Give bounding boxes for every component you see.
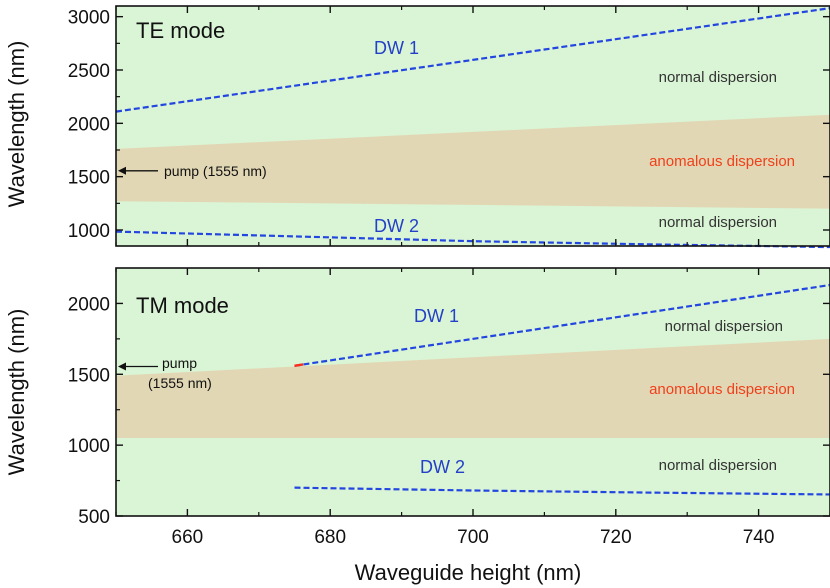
- y-tick-label: 2500: [68, 61, 110, 82]
- anomalous-dispersion-band: [116, 114, 830, 209]
- dw1-curve: [115, 7, 830, 113]
- y-axis-ticks: 500 1000 1500 2000: [68, 294, 830, 528]
- y-axis-ticks: 1000 1500 2000 2500 3000: [68, 8, 830, 242]
- y-tick-label: 2000: [68, 114, 110, 135]
- x-tick-label: 700: [457, 527, 489, 548]
- normal-dispersion-label-upper: normal dispersion: [665, 318, 783, 335]
- y-tick-label: 3000: [68, 8, 110, 29]
- dw1-label: DW 1: [414, 306, 459, 326]
- y-tick-label: 1000: [68, 436, 110, 457]
- dw2-label: DW 2: [374, 216, 419, 236]
- dw1-curve: [294, 283, 830, 367]
- pump-arrow: [118, 166, 158, 175]
- dw2-curve: [294, 486, 830, 496]
- pump-arrow-head: [118, 166, 126, 175]
- y-axis-label: Wavelength (nm): [4, 41, 29, 208]
- y-tick-label: 2000: [68, 294, 110, 315]
- panel-title: TM mode: [136, 293, 229, 318]
- anomalous-dispersion-band: [116, 338, 830, 439]
- x-tick-label: 660: [172, 527, 204, 548]
- x-tick-label: 720: [600, 527, 632, 548]
- pump-label: pump (1555 nm): [164, 163, 267, 179]
- y-tick-label: 1500: [68, 168, 110, 189]
- te-mode-panel: 1000 1500 2000 2500 3000 TE mode DW 1 DW 2 n…: [68, 5, 830, 249]
- x-axis-ticks: [115, 6, 830, 246]
- anomalous-dispersion-label: anomalous dispersion: [649, 153, 795, 170]
- x-tick-label: 680: [314, 527, 346, 548]
- dw2-label: DW 2: [420, 457, 465, 477]
- normal-dispersion-label-lower: normal dispersion: [659, 457, 777, 474]
- x-tick-label: 740: [743, 527, 775, 548]
- y-tick-label: 500: [78, 507, 110, 528]
- normal-dispersion-label-lower: normal dispersion: [659, 214, 777, 231]
- x-axis-ticks: 660 680 700 720 740: [115, 268, 830, 548]
- pump-wavelength-label: (1555 nm): [148, 375, 212, 391]
- y-tick-label: 1000: [68, 221, 110, 242]
- y-axis-label: Wavelength (nm): [4, 309, 29, 476]
- pump-label: pump: [162, 355, 197, 371]
- pump-arrow: [118, 362, 158, 371]
- anomalous-dispersion-label: anomalous dispersion: [649, 381, 795, 398]
- y-tick-label: 1500: [68, 365, 110, 386]
- normal-dispersion-label-upper: normal dispersion: [659, 69, 777, 86]
- dw1-label: DW 1: [374, 38, 419, 58]
- pump-arrow-head: [118, 362, 126, 371]
- x-axis-label: Waveguide height (nm): [355, 560, 582, 585]
- panel-title: TE mode: [136, 18, 225, 43]
- dw1-start-marker: [294, 363, 304, 367]
